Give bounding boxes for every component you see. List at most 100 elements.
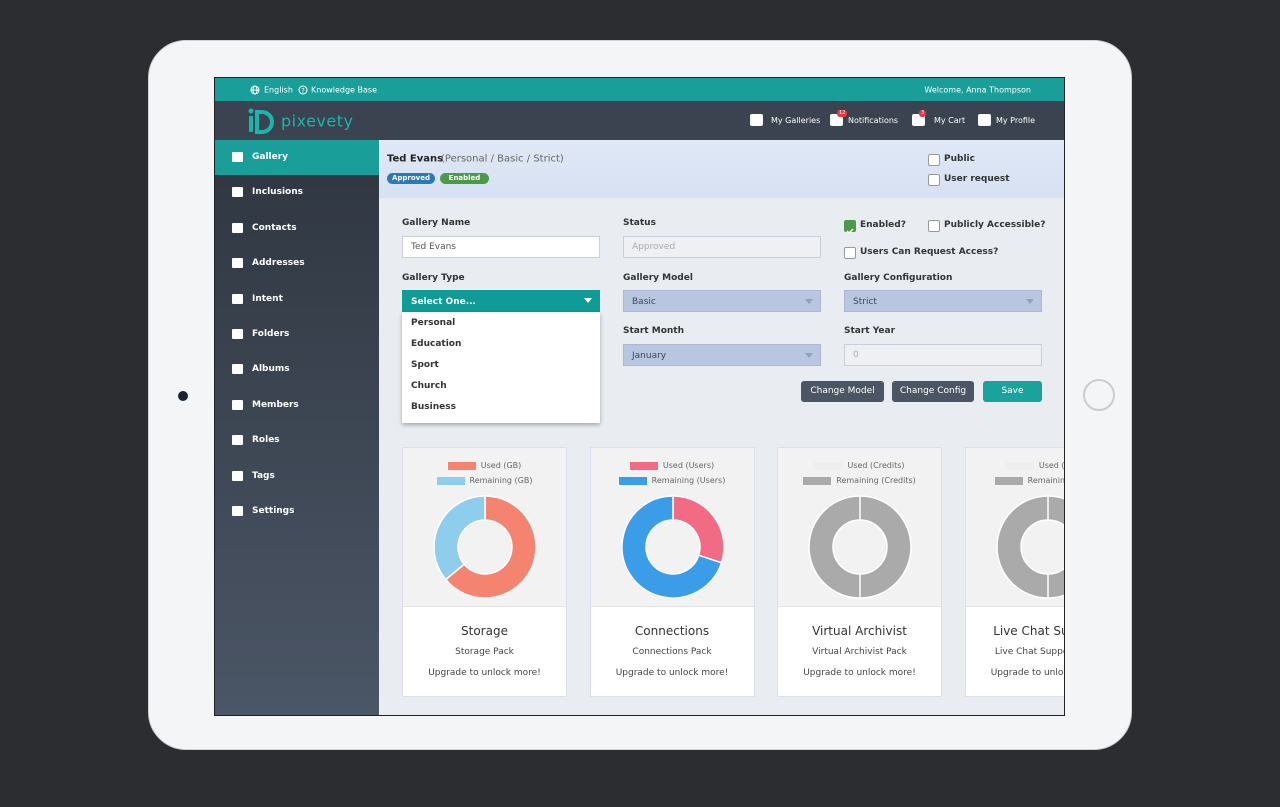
checkbox-label: Publicly Accessible?	[944, 220, 1046, 230]
card-note: Upgrade to unlock more!	[803, 668, 916, 678]
top-bar: English ? Knowledge Base Welcome, Anna T…	[215, 78, 1064, 101]
legend-swatch	[447, 461, 476, 470]
dropdown-option[interactable]: Business	[411, 402, 456, 412]
checkbox-checked[interactable]	[844, 220, 856, 235]
knowledge-base-link[interactable]: Knowledge Base	[311, 85, 377, 95]
usage-card: Used (Credits) Remaining (Credits) Virtual…	[777, 447, 942, 697]
field-label: Gallery Type	[402, 273, 465, 283]
button[interactable]: Change Config	[892, 381, 974, 402]
card-subtitle: Storage Pack	[455, 647, 514, 657]
sidebar-item[interactable]: Settings	[215, 494, 379, 529]
field-label: Gallery Configuration	[844, 273, 953, 283]
donut-segment	[433, 495, 486, 581]
language-link[interactable]: English	[264, 85, 293, 95]
text-input[interactable]: Ted Evans	[402, 236, 600, 258]
sidebar-icon	[232, 506, 243, 516]
select-caret	[584, 298, 592, 303]
field-label: Start Year	[844, 326, 896, 336]
camera	[178, 391, 188, 401]
card-note: Upgrade to unlock more!	[990, 668, 1064, 678]
checkbox[interactable]	[928, 174, 940, 186]
select[interactable]: Basic	[623, 290, 821, 312]
card-subtitle: Connections Pack	[632, 647, 712, 657]
nav-link[interactable]: Notifications	[848, 116, 899, 125]
sidebar-item[interactable]: Addresses	[215, 246, 379, 281]
checkbox[interactable]	[928, 154, 940, 166]
welcome-text: Welcome, Anna Thompson	[924, 85, 1031, 95]
nav-icon	[830, 114, 843, 126]
card-note: Upgrade to unlock more!	[615, 668, 729, 678]
button[interactable]: Change Model	[801, 381, 884, 402]
legend-label: Remaining (GB)	[469, 476, 533, 485]
sidebar-label: Roles	[252, 435, 280, 446]
sidebar-icon	[232, 222, 243, 233]
sidebar-item[interactable]: Folders	[215, 317, 379, 352]
nav-link[interactable]: My Galleries	[771, 116, 821, 125]
legend-label: Used (Users)	[662, 461, 715, 470]
checkbox-label: Enabled?	[860, 220, 906, 230]
legend-label: Used (Units)	[1038, 461, 1065, 470]
donut-chart	[433, 495, 537, 599]
legend-item: Remaining (Units)	[966, 476, 1065, 485]
nav-badge: 3	[919, 110, 927, 117]
card-title: Storage	[461, 624, 508, 638]
select[interactable]: January	[623, 344, 821, 366]
dropdown-option[interactable]: Personal	[411, 318, 456, 328]
legend-label: Remaining (Units)	[1027, 476, 1065, 485]
text-input: Approved	[623, 236, 821, 258]
svg-text:?: ?	[301, 87, 305, 95]
sidebar-icon	[232, 258, 243, 269]
legend-label: Remaining (Users)	[651, 476, 726, 485]
select[interactable]: Strict	[844, 290, 1042, 312]
legend-swatch	[803, 476, 832, 485]
sidebar-item[interactable]: Contacts	[215, 211, 379, 246]
text-input: 0	[844, 344, 1042, 366]
sidebar: Gallery Inclusions Contacts Addresses Intent…	[215, 140, 379, 715]
donut-segment	[671, 495, 725, 564]
legend-item: Remaining (Credits)	[778, 476, 941, 485]
legend-swatch	[436, 476, 465, 485]
sidebar-icon	[232, 435, 243, 446]
sidebar-item[interactable]: Roles	[215, 423, 379, 458]
home-button[interactable]	[1083, 379, 1115, 411]
nav-link[interactable]: My Profile	[996, 116, 1036, 125]
checkbox-label: Public	[944, 154, 975, 164]
legend-swatch	[814, 461, 843, 470]
screen: English ? Knowledge Base Welcome, Anna T…	[214, 77, 1065, 716]
select-caret	[805, 299, 813, 304]
legend-item: Remaining (GB)	[403, 476, 566, 485]
logo-icon[interactable]	[248, 108, 274, 134]
usage-card: Used (GB) Remaining (GB) Storage Storage Pa…	[402, 447, 567, 697]
sidebar-icon	[232, 152, 243, 162]
sidebar-item[interactable]: Members	[215, 388, 379, 423]
sidebar-item[interactable]: Gallery	[215, 140, 379, 175]
card-subtitle: Virtual Archivist Pack	[812, 647, 907, 657]
sidebar-item[interactable]: Inclusions	[215, 175, 379, 210]
field-label: Status	[623, 218, 656, 228]
field-label: Gallery Name	[402, 218, 471, 228]
nav-link[interactable]: My Cart	[934, 116, 966, 125]
sidebar-item[interactable]: Albums	[215, 352, 379, 387]
legend-item: Used (GB)	[403, 461, 566, 470]
sidebar-icon	[232, 364, 243, 375]
legend-swatch	[1005, 461, 1034, 470]
button[interactable]: Save	[983, 381, 1042, 402]
card-title: Connections	[634, 624, 710, 638]
sidebar-item[interactable]: Tags	[215, 459, 379, 494]
brand-name[interactable]: pixevety	[281, 111, 354, 131]
checkbox[interactable]	[844, 247, 856, 259]
dropdown-option[interactable]: Education	[411, 339, 462, 349]
select[interactable]: Select One...	[402, 290, 600, 312]
checkbox[interactable]	[928, 220, 940, 232]
sidebar-item[interactable]: Intent	[215, 282, 379, 317]
dropdown-option[interactable]: Church	[411, 381, 447, 391]
sidebar-label: Folders	[252, 329, 290, 339]
globe-icon	[250, 85, 260, 95]
sidebar-label: Inclusions	[252, 187, 303, 198]
donut-chart	[995, 495, 1064, 599]
dropdown-option[interactable]: Sport	[411, 360, 439, 370]
select-caret	[1026, 299, 1034, 304]
legend-item: Used (Units)	[966, 461, 1065, 470]
sidebar-label: Members	[252, 399, 299, 410]
